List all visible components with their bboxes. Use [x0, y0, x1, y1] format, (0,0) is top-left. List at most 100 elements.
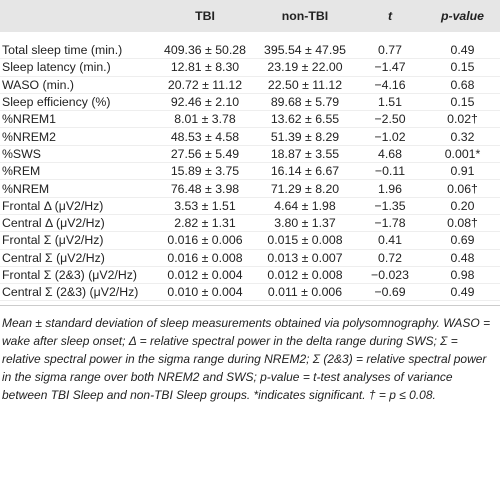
header-cell: t	[355, 0, 425, 42]
value-cell: 23.19 ± 22.00	[255, 58, 355, 77]
value-cell: 71.29 ± 8.20	[255, 179, 355, 198]
value-cell: 16.14 ± 6.67	[255, 162, 355, 181]
value-cell: 92.46 ± 2.10	[155, 93, 255, 112]
value-cell: 395.54 ± 47.95	[255, 37, 355, 60]
row-label: Central Δ (μV2/Hz)	[0, 214, 155, 233]
table-row: %NREM 76.48 ± 3.98 71.29 ± 8.20 1.96 0.06†	[0, 179, 500, 198]
value-cell: 0.02†	[425, 110, 500, 129]
table-row: %REM 15.89 ± 3.75 16.14 ± 6.67 −0.11 0.91	[0, 162, 500, 181]
value-cell: 22.50 ± 11.12	[255, 76, 355, 94]
header-row: TBI non-TBI t p-value	[0, 0, 500, 42]
value-cell: 0.69	[425, 231, 500, 250]
value-cell: −4.16	[355, 76, 425, 94]
row-label: Total sleep time (min.)	[0, 37, 155, 60]
value-cell: 0.72	[355, 249, 425, 267]
value-cell: 0.32	[425, 127, 500, 146]
value-cell: 1.51	[355, 93, 425, 112]
value-cell: 51.39 ± 8.29	[255, 127, 355, 146]
value-cell: 0.016 ± 0.006	[155, 231, 255, 250]
footnote: Mean ± standard deviation of sleep measu…	[0, 305, 500, 404]
row-label: Frontal Σ (μV2/Hz)	[0, 231, 155, 250]
table-row: Sleep efficiency (%) 92.46 ± 2.10 89.68 ± …	[0, 93, 500, 112]
value-cell: −1.35	[355, 197, 425, 215]
table-row: Frontal Δ (μV2/Hz) 3.53 ± 1.51 4.64 ± 1.98…	[0, 197, 500, 215]
table-row: %SWS 27.56 ± 5.49 18.87 ± 3.55 4.68 0.001*	[0, 145, 500, 164]
table-row: Central Σ (μV2/Hz) 0.016 ± 0.008 0.013 ± 0…	[0, 249, 500, 267]
value-cell: 3.80 ± 1.37	[255, 214, 355, 233]
value-cell: 0.49	[425, 37, 500, 60]
value-cell: 0.012 ± 0.008	[255, 266, 355, 285]
value-cell: 8.01 ± 3.78	[155, 110, 255, 129]
row-label: Frontal Σ (2&3) (μV2/Hz)	[0, 266, 155, 285]
value-cell: 12.81 ± 8.30	[155, 58, 255, 77]
value-cell: 0.011 ± 0.006	[255, 283, 355, 302]
table-row: Frontal Σ (μV2/Hz) 0.016 ± 0.006 0.015 ± 0…	[0, 231, 500, 250]
value-cell: 76.48 ± 3.98	[155, 179, 255, 198]
value-cell: 4.64 ± 1.98	[255, 197, 355, 215]
header-cell: p-value	[425, 0, 500, 42]
row-label: Sleep latency (min.)	[0, 58, 155, 77]
value-cell: 0.77	[355, 37, 425, 60]
value-cell: 0.08†	[425, 214, 500, 233]
value-cell: −1.47	[355, 58, 425, 77]
table-row: Total sleep time (min.) 409.36 ± 50.28 395…	[0, 37, 500, 60]
value-cell: 48.53 ± 4.58	[155, 127, 255, 146]
row-label: Frontal Δ (μV2/Hz)	[0, 197, 155, 215]
row-label: %NREM2	[0, 127, 155, 146]
value-cell: 13.62 ± 6.55	[255, 110, 355, 129]
value-cell: 0.013 ± 0.007	[255, 249, 355, 267]
row-label: %NREM	[0, 179, 155, 198]
value-cell: 409.36 ± 50.28	[155, 37, 255, 60]
value-cell: 0.20	[425, 197, 500, 215]
value-cell: 15.89 ± 3.75	[155, 162, 255, 181]
row-label: WASO (min.)	[0, 76, 155, 94]
header-cell: non-TBI	[255, 0, 355, 42]
value-cell: 0.48	[425, 249, 500, 267]
value-cell: 0.016 ± 0.008	[155, 249, 255, 267]
value-cell: 0.010 ± 0.004	[155, 283, 255, 302]
value-cell: 0.012 ± 0.004	[155, 266, 255, 285]
value-cell: −2.50	[355, 110, 425, 129]
value-cell: −0.023	[355, 266, 425, 285]
value-cell: −1.78	[355, 214, 425, 233]
header-cell	[0, 0, 155, 42]
value-cell: 27.56 ± 5.49	[155, 145, 255, 164]
table-row: %NREM1 8.01 ± 3.78 13.62 ± 6.55 −2.50 0.02†	[0, 110, 500, 129]
table-row: Sleep latency (min.) 12.81 ± 8.30 23.19 ± …	[0, 58, 500, 77]
value-cell: −1.02	[355, 127, 425, 146]
value-cell: 89.68 ± 5.79	[255, 93, 355, 112]
value-cell: 0.15	[425, 58, 500, 77]
value-cell: −0.69	[355, 283, 425, 302]
value-cell: 2.82 ± 1.31	[155, 214, 255, 233]
value-cell: 0.98	[425, 266, 500, 285]
table-row: Frontal Σ (2&3) (μV2/Hz) 0.012 ± 0.004 0.0…	[0, 266, 500, 285]
value-cell: 20.72 ± 11.12	[155, 76, 255, 94]
value-cell: 0.15	[425, 93, 500, 112]
value-cell: 0.015 ± 0.008	[255, 231, 355, 250]
value-cell: 3.53 ± 1.51	[155, 197, 255, 215]
value-cell: 18.87 ± 3.55	[255, 145, 355, 164]
value-cell: 0.91	[425, 162, 500, 181]
data-table: TBI non-TBI t p-value Total sleep time (min…	[0, 0, 500, 302]
table-body: Total sleep time (min.) 409.36 ± 50.28 395…	[0, 37, 500, 302]
value-cell: 0.41	[355, 231, 425, 250]
value-cell: 0.06†	[425, 179, 500, 198]
value-cell: 0.001*	[425, 145, 500, 164]
row-label: Central Σ (μV2/Hz)	[0, 249, 155, 267]
value-cell: −0.11	[355, 162, 425, 181]
value-cell: 4.68	[355, 145, 425, 164]
row-label: %REM	[0, 162, 155, 181]
row-label: Sleep efficiency (%)	[0, 93, 155, 112]
value-cell: 0.49	[425, 283, 500, 302]
table-row: Central Σ (2&3) (μV2/Hz) 0.010 ± 0.004 0.0…	[0, 283, 500, 302]
table-row: %NREM2 48.53 ± 4.58 51.39 ± 8.29 −1.02 0.32	[0, 127, 500, 146]
table-row: WASO (min.) 20.72 ± 11.12 22.50 ± 11.12 −4.…	[0, 76, 500, 94]
row-label: %SWS	[0, 145, 155, 164]
value-cell: 1.96	[355, 179, 425, 198]
table-row: Central Δ (μV2/Hz) 2.82 ± 1.31 3.80 ± 1.37…	[0, 214, 500, 233]
header-cell: TBI	[155, 0, 255, 42]
row-label: Central Σ (2&3) (μV2/Hz)	[0, 283, 155, 302]
row-label: %NREM1	[0, 110, 155, 129]
value-cell: 0.68	[425, 76, 500, 94]
